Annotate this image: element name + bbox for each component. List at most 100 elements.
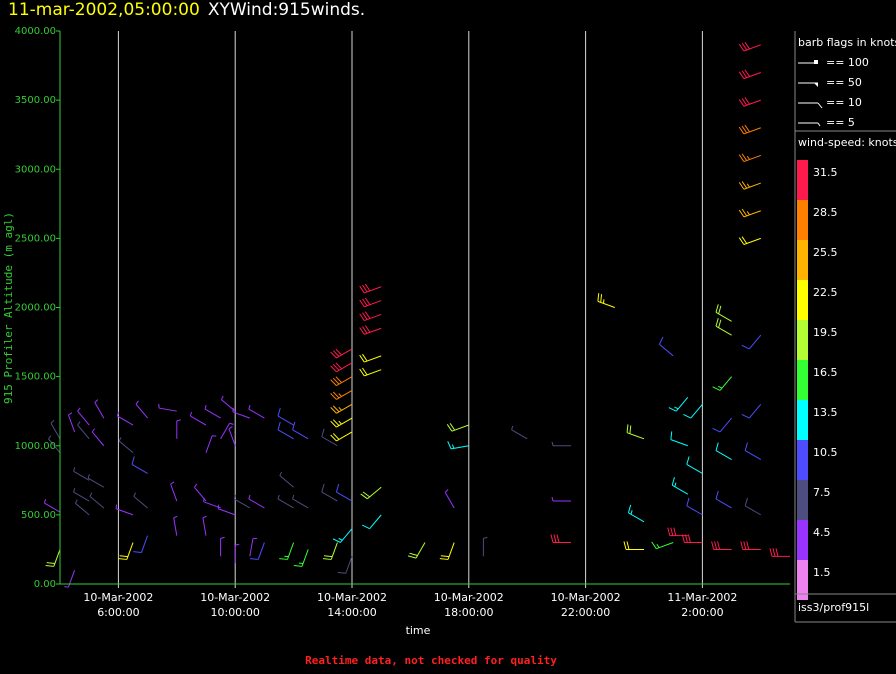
barb-flag-5 [43, 499, 47, 504]
barb-flag-10 [671, 477, 675, 486]
barb-staff [133, 496, 148, 509]
barb-staff [743, 182, 761, 190]
wind-barb [769, 548, 790, 557]
legend-speed-swatch [797, 360, 808, 400]
barb-staff [204, 408, 221, 419]
chart-title: 11-mar-2002,05:00:00 XYWind:915winds. [8, 0, 365, 20]
barb-staff [444, 492, 455, 509]
barb-staff [94, 402, 105, 419]
wind-barb [658, 336, 674, 357]
wind-barb [176, 419, 181, 439]
wind-barb [48, 435, 61, 453]
barb-flag-10 [715, 442, 719, 451]
wind-barb [64, 570, 76, 588]
barb-flag-10 [741, 98, 748, 106]
wind-barb [217, 504, 236, 516]
barb-flag-10 [359, 313, 365, 321]
barb-flag-10 [332, 433, 340, 440]
barb-staff [248, 498, 265, 509]
wind-barb [446, 423, 469, 432]
wind-barb [205, 435, 217, 453]
barb-flag-5 [170, 481, 175, 485]
barb-flag-10 [46, 562, 55, 565]
barb-flag-10 [364, 283, 371, 292]
wind-barb [94, 399, 105, 419]
barb-flag-10 [440, 555, 450, 558]
wind-barb [204, 404, 221, 419]
barb-staff [173, 517, 178, 536]
wind-barb [203, 497, 221, 509]
barb-staff [277, 429, 294, 440]
barb-staff [89, 496, 105, 509]
barb-flag-10 [746, 541, 750, 550]
barb-staff [248, 408, 265, 419]
wind-barb [668, 397, 689, 412]
wind-barb [330, 403, 353, 414]
barb-flag-10 [627, 504, 632, 513]
barb-flag-10 [330, 351, 337, 359]
barb-staff [131, 463, 148, 474]
barb-flag-5 [202, 515, 207, 519]
wind-barb [73, 487, 90, 502]
wind-barb [686, 456, 703, 474]
barb-flag-5 [133, 492, 137, 497]
barb-flag-10 [293, 564, 303, 567]
wind-barb [249, 542, 265, 560]
barb-staff [75, 502, 90, 516]
barb-flag-5 [94, 399, 99, 403]
barb-staff [659, 343, 674, 357]
barb-flag-10 [718, 305, 722, 314]
barb-flag-10 [332, 538, 341, 543]
barb-flag-5 [248, 494, 251, 500]
barb-flag-5 [483, 536, 488, 539]
barb-flag-10 [667, 527, 671, 536]
wind-barb [482, 536, 488, 557]
barb-flag-10 [738, 154, 745, 162]
barb-flag-10 [553, 534, 557, 543]
barb-flag-10 [359, 285, 365, 294]
legend-speed-label: 10.5 [813, 446, 838, 459]
wind-barb [671, 477, 689, 495]
barb-staff [117, 415, 134, 426]
barb-flag-10 [330, 379, 337, 386]
barb-flag-10 [718, 319, 722, 328]
barb-flag-10 [131, 456, 135, 465]
barb-flag-10 [738, 99, 745, 107]
wind-barb [597, 293, 615, 308]
barb-flag-5 [279, 471, 283, 476]
barb-flag-10 [738, 126, 745, 135]
x-tick-label-time: 22:00:00 [561, 606, 610, 619]
barb-flag-10 [684, 534, 688, 543]
wind-barb [91, 428, 105, 447]
barb-flag-10 [741, 125, 748, 134]
wind-barb [740, 541, 761, 550]
barb-staff [719, 417, 732, 433]
barb-flag-10 [714, 541, 718, 550]
barb-flag-5 [77, 407, 81, 412]
timestamp-label: 11-mar-2002,05:00:00 [8, 0, 200, 20]
wind-barb [133, 535, 149, 554]
barb-flag-5 [656, 543, 660, 548]
barb-staff [158, 407, 177, 412]
barb-flag-10 [673, 527, 677, 536]
barb-staff [690, 403, 703, 419]
barb-flag-10 [741, 70, 748, 78]
wind-barb [715, 490, 732, 509]
barb-staff [336, 491, 353, 502]
barb-flag-5 [87, 474, 90, 479]
legend-speed-label: 1.5 [813, 566, 831, 579]
wind-barb [359, 297, 382, 308]
barb-flag-10 [744, 497, 748, 507]
wind-barb [330, 348, 353, 359]
barb-staff [170, 483, 178, 502]
y-tick-label: 3500.00 [15, 95, 56, 106]
barb-flag-5 [173, 515, 178, 519]
barb-flag-5 [235, 543, 240, 546]
barb-flag-10 [772, 548, 776, 557]
wind-barb [447, 441, 469, 450]
barb-staff [369, 514, 382, 529]
barb-staff [48, 438, 61, 453]
legend-speed-bins: 31.5 28.5 25.5 22.5 19.5 16.5 13.5 10.5 7.5 4.5 1.… [797, 160, 838, 600]
wind-barb [359, 367, 382, 377]
barb-staff [50, 422, 61, 440]
